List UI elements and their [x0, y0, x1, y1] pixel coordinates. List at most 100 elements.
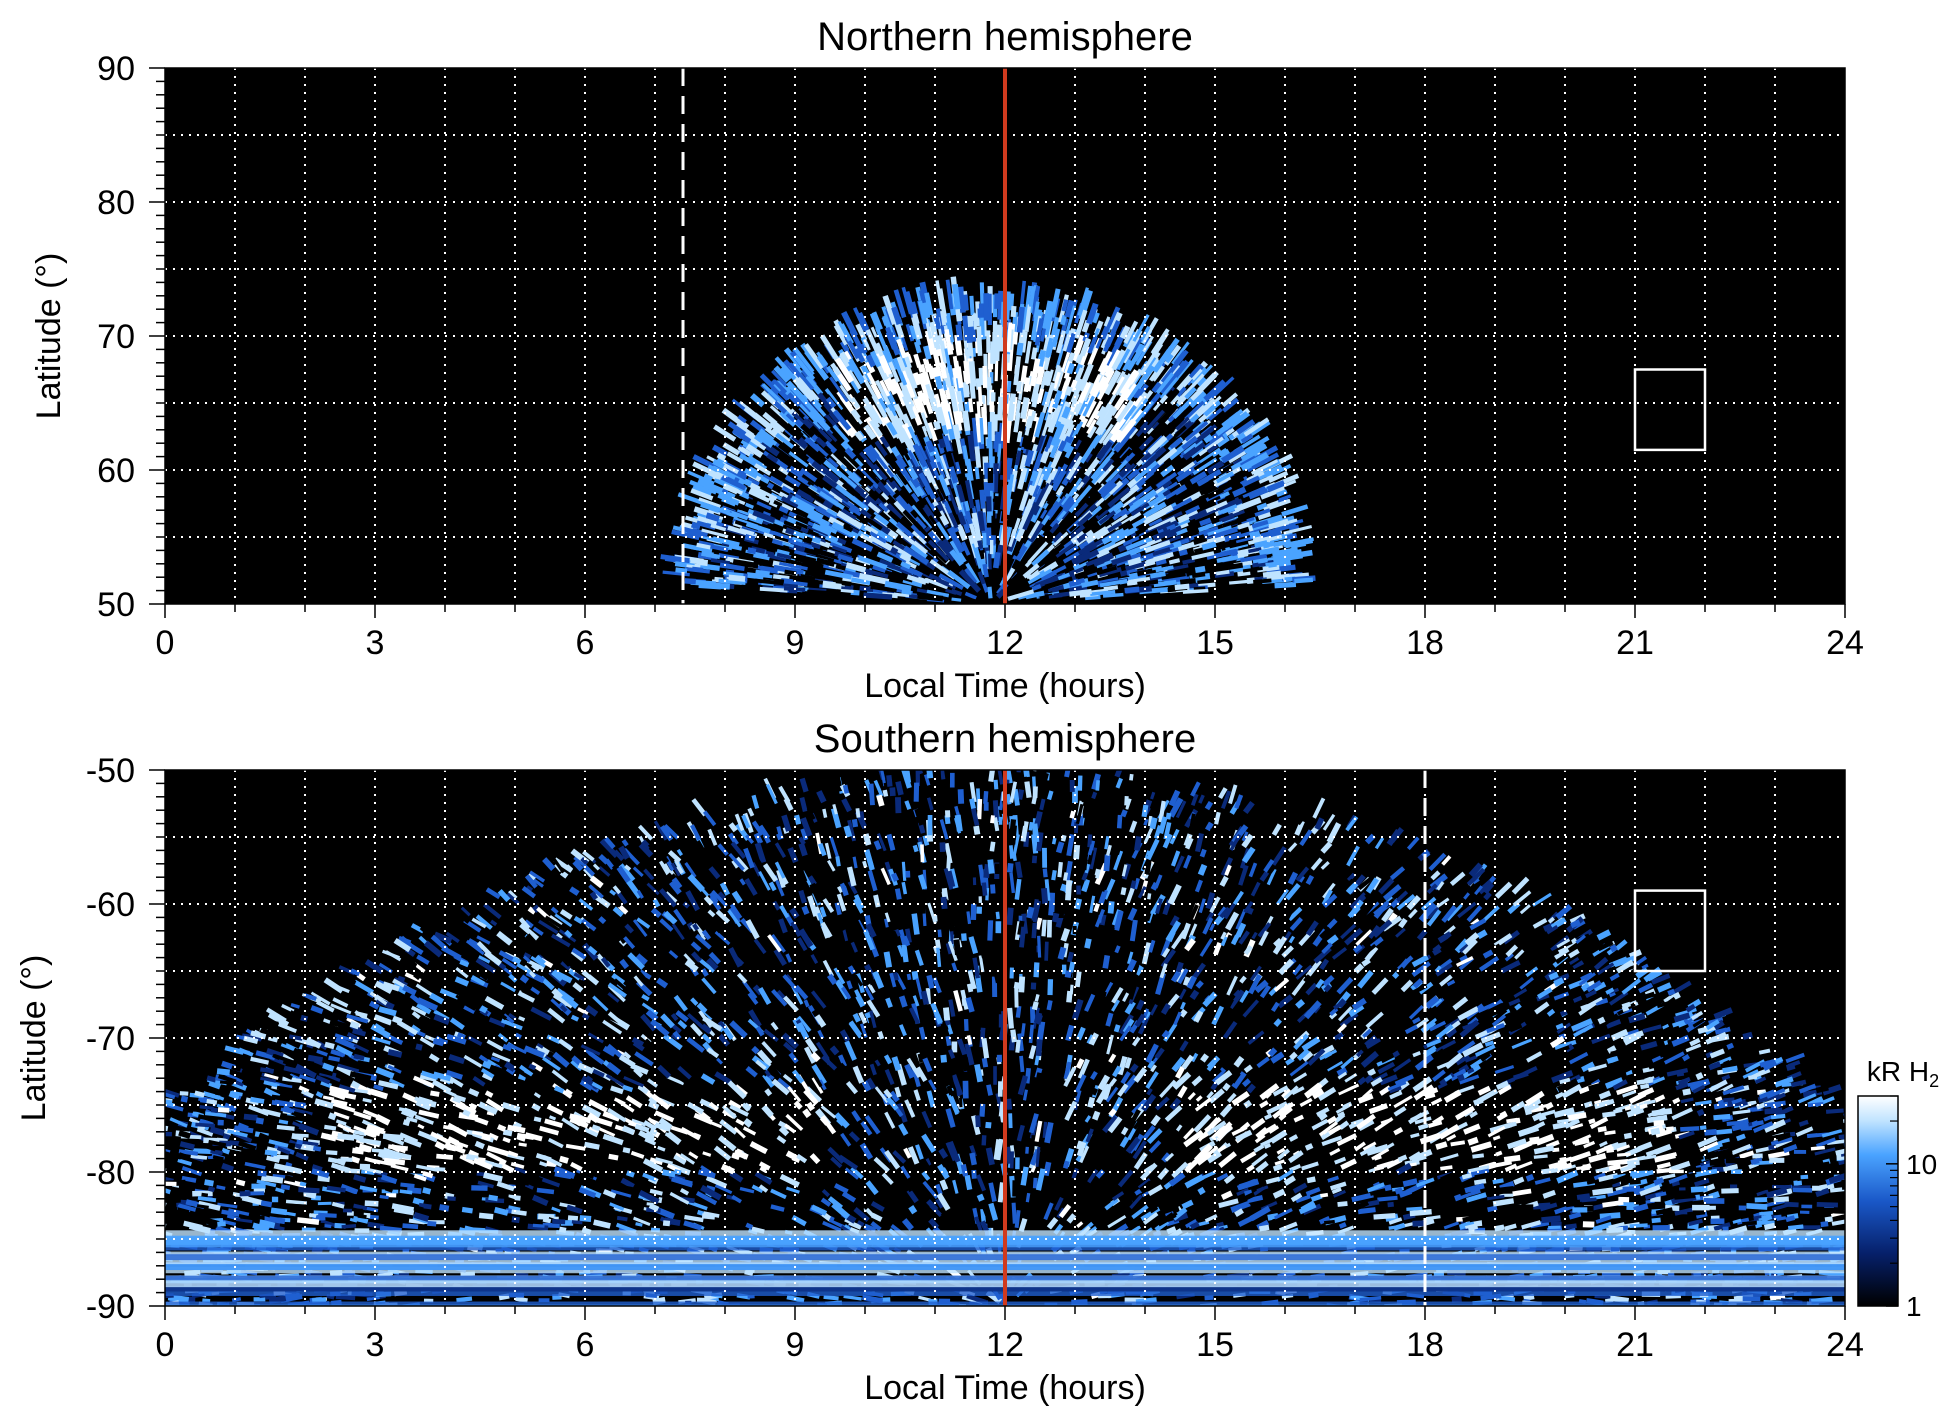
- emission-cell: [1129, 820, 1138, 834]
- emission-cell: [1145, 1071, 1159, 1090]
- emission-cell: [766, 523, 776, 532]
- emission-cell: [1060, 834, 1067, 842]
- emission-cell: [1115, 418, 1137, 443]
- emission-cell: [431, 1079, 452, 1094]
- emission-cell: [1040, 772, 1049, 791]
- emission-cell: [818, 427, 833, 443]
- emission-cell: [1459, 943, 1470, 954]
- emission-cell: [1340, 923, 1357, 940]
- emission-cell: [722, 571, 744, 578]
- emission-cell: [924, 330, 935, 356]
- emission-cell: [673, 908, 687, 926]
- emission-cell: [1031, 584, 1042, 592]
- emission-cell: [819, 334, 840, 362]
- emission-cell: [1156, 1082, 1167, 1093]
- emission-cell: [719, 882, 731, 896]
- emission-cell: [969, 295, 975, 316]
- emission-cell: [728, 574, 746, 582]
- emission-cell: [1097, 405, 1107, 418]
- emission-cell: [1173, 484, 1188, 496]
- emission-cell: [1035, 840, 1047, 863]
- emission-cell: [774, 842, 787, 859]
- emission-cell: [1511, 876, 1530, 895]
- emission-cell: [1248, 488, 1269, 500]
- emission-cell: [1229, 564, 1252, 574]
- emission-cell: [1569, 1123, 1584, 1130]
- emission-cell: [793, 549, 807, 558]
- emission-cell: [1512, 890, 1532, 907]
- emission-cell: [851, 512, 869, 525]
- emission-cell: [901, 395, 917, 420]
- emission-cell: [1112, 507, 1128, 521]
- emission-cell: [353, 979, 374, 995]
- emission-cell: [969, 523, 979, 548]
- emission-cell: [888, 361, 901, 383]
- emission-cell: [1656, 982, 1672, 993]
- emission-cell: [927, 539, 950, 562]
- emission-cell: [829, 541, 853, 554]
- emission-cell: [799, 467, 818, 483]
- emission-cell: [658, 859, 672, 877]
- emission-cell: [858, 572, 890, 585]
- emission-cell: [756, 501, 772, 511]
- emission-cell: [1204, 821, 1214, 832]
- emission-cell: [1648, 1060, 1666, 1070]
- emission-cell: [1141, 474, 1161, 491]
- emission-cell: [1290, 540, 1307, 549]
- emission-cell: [1025, 590, 1045, 600]
- emission-cell: [978, 864, 986, 886]
- emission-cell: [1149, 371, 1158, 382]
- emission-cell: [216, 1068, 231, 1076]
- emission-cell: [1229, 579, 1251, 585]
- emission-cell: [333, 1111, 350, 1120]
- emission-cell: [1435, 1141, 1448, 1150]
- emission-cell: [1121, 496, 1138, 510]
- emission-cell: [1604, 1077, 1624, 1090]
- emission-cell: [675, 567, 688, 574]
- emission-cell: [746, 476, 760, 487]
- emission-cell: [1183, 1130, 1205, 1148]
- emission-cell: [1052, 331, 1060, 348]
- emission-cell: [496, 930, 513, 946]
- emission-cell: [932, 914, 938, 922]
- emission-cell: [1575, 1076, 1585, 1084]
- emission-cell: [1125, 887, 1135, 904]
- emission-cell: [1235, 908, 1247, 930]
- emission-cell: [1406, 1206, 1423, 1212]
- emission-cell: [925, 987, 932, 1005]
- emission-cell: [1230, 934, 1240, 946]
- emission-cell: [904, 378, 916, 399]
- emission-cell: [971, 347, 976, 357]
- emission-cell: [1159, 394, 1169, 404]
- emission-cell: [1663, 1151, 1678, 1160]
- emission-cell: [1138, 453, 1160, 473]
- emission-cell: [508, 1194, 521, 1201]
- reference-box: [1633, 368, 1707, 452]
- emission-cell: [1402, 943, 1419, 958]
- emission-cell: [554, 932, 563, 941]
- emission-cell: [867, 501, 881, 514]
- emission-cell: [752, 509, 776, 524]
- emission-cell: [1382, 884, 1402, 901]
- emission-cell: [1135, 423, 1149, 437]
- emission-cell: [1084, 541, 1097, 552]
- emission-cell: [839, 384, 853, 402]
- emission-cell: [1175, 416, 1190, 431]
- emission-cell: [1554, 1039, 1577, 1051]
- emission-cell: [814, 472, 830, 486]
- emission-cell: [762, 863, 778, 883]
- emission-cell: [638, 824, 654, 841]
- emission-cell: [771, 537, 785, 547]
- emission-cell: [374, 980, 393, 994]
- emission-cell: [892, 357, 908, 386]
- emission-cell: [1119, 1136, 1130, 1148]
- emission-cell: [1208, 1088, 1225, 1104]
- emission-cell: [1327, 1175, 1340, 1183]
- emission-cell: [1175, 800, 1187, 819]
- emission-cell: [1064, 385, 1073, 397]
- emission-cell: [961, 541, 971, 556]
- emission-cell: [769, 511, 782, 521]
- emission-cell: [659, 918, 674, 932]
- emission-cell: [643, 1120, 658, 1131]
- emission-cell: [1242, 485, 1266, 499]
